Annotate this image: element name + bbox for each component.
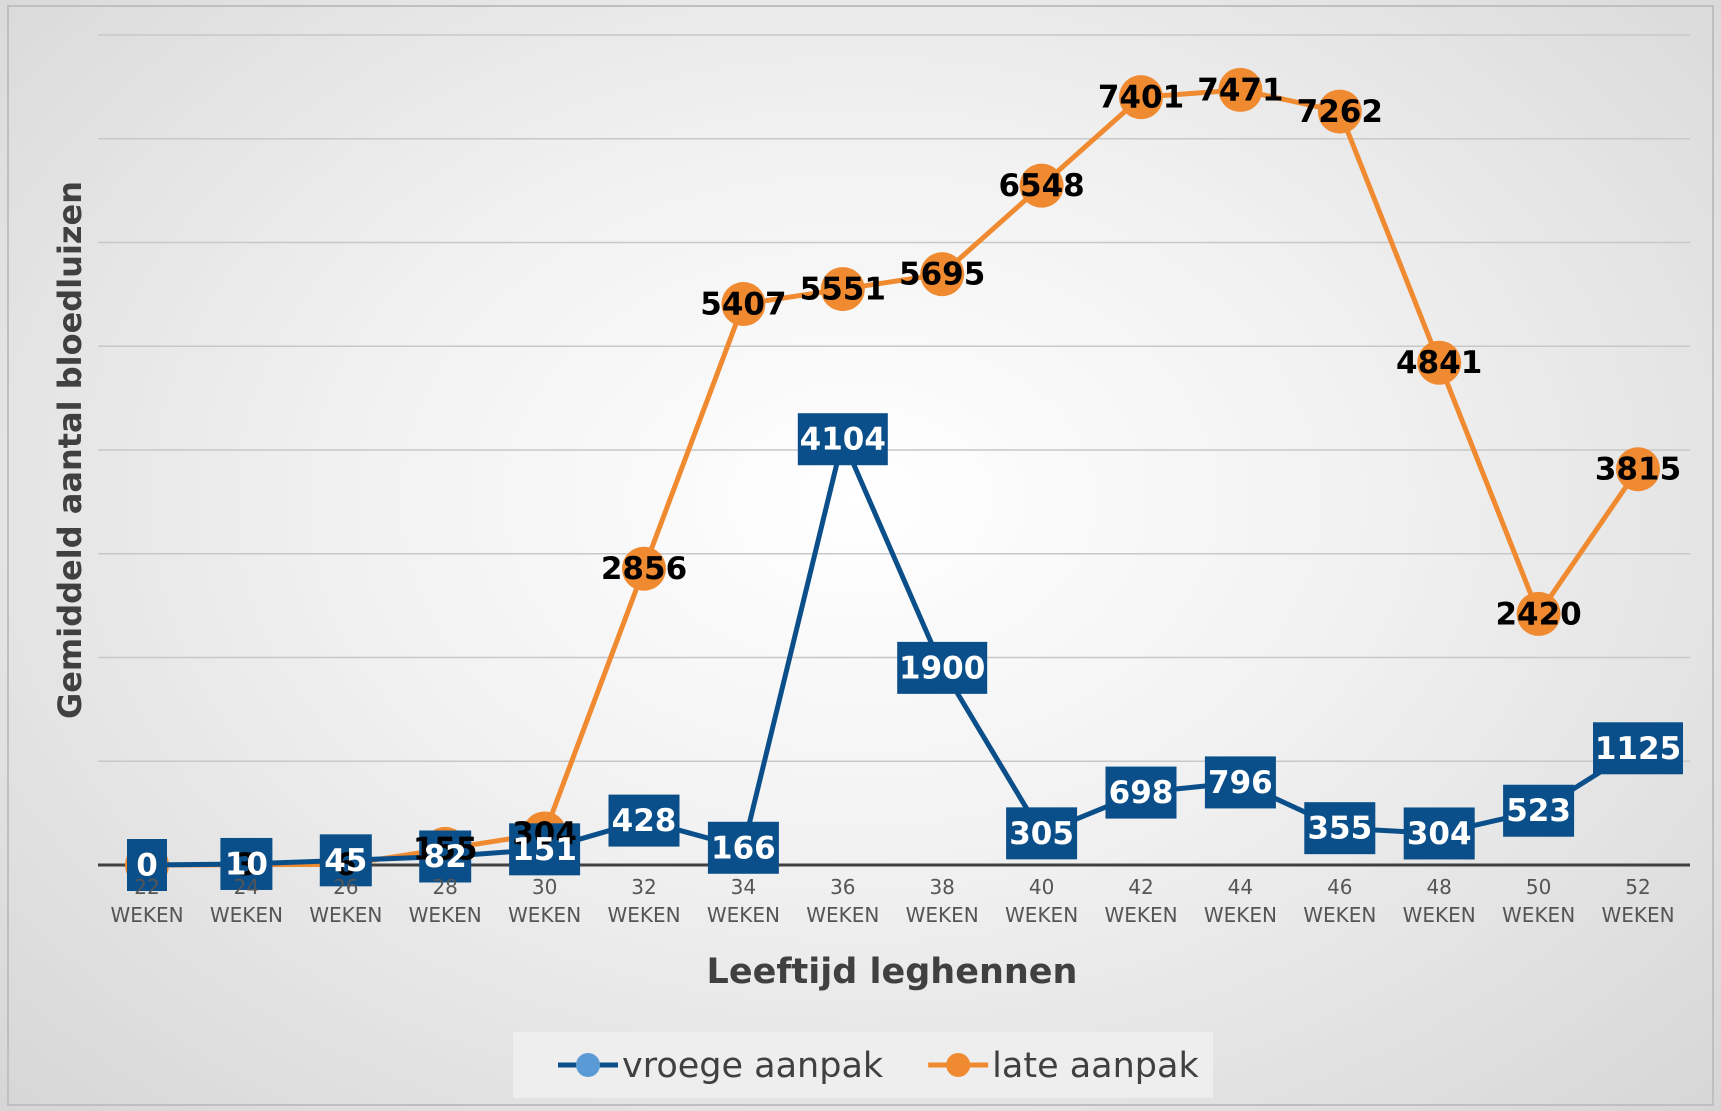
point xyxy=(707,821,779,874)
data-label: 2420 xyxy=(1495,596,1581,632)
data-label: 4104 xyxy=(800,422,886,458)
point xyxy=(509,823,581,876)
point xyxy=(127,839,167,891)
x-tick-label: 24 WEKEN xyxy=(209,875,283,927)
data-label: 304 xyxy=(512,816,577,852)
data-label: 355 xyxy=(1307,811,1372,847)
point xyxy=(1218,67,1263,112)
point xyxy=(797,413,888,466)
data-label: 5407 xyxy=(700,287,786,323)
x-tick-label: 36 WEKEN xyxy=(806,875,880,927)
data-label: 7262 xyxy=(1297,94,1383,130)
data-label: 796 xyxy=(1208,765,1273,801)
x-tick-label: 50 WEKEN xyxy=(1502,875,1576,927)
data-label: 428 xyxy=(612,803,677,839)
x-tick-label: 26 WEKEN xyxy=(309,875,383,927)
data-label: 2856 xyxy=(601,551,687,587)
x-tick-label: 52 WEKEN xyxy=(1601,875,1675,927)
x-tick-label: 34 WEKEN xyxy=(706,875,780,927)
point xyxy=(1006,807,1078,860)
frame xyxy=(7,5,1714,1106)
legend-label: late aanpak xyxy=(992,1046,1199,1086)
point xyxy=(1105,766,1177,819)
point xyxy=(1516,591,1561,636)
point xyxy=(897,641,988,694)
point xyxy=(1317,89,1362,134)
data-label: 6548 xyxy=(998,168,1084,204)
point xyxy=(622,546,666,591)
point xyxy=(1119,75,1163,120)
data-label: 1900 xyxy=(899,650,985,686)
x-tick-label: 40 WEKEN xyxy=(1005,875,1079,927)
data-label: 155 xyxy=(413,831,478,867)
data-label: 5551 xyxy=(800,272,886,308)
data-label: 45 xyxy=(324,843,367,879)
data-label: 10 xyxy=(225,846,268,882)
data-label: 0 xyxy=(136,848,158,884)
data-label: 3 xyxy=(236,847,258,883)
point xyxy=(1204,756,1276,809)
data-label: 151 xyxy=(512,832,577,868)
x-tick-label: 28 WEKEN xyxy=(408,875,482,927)
data-label: 698 xyxy=(1109,775,1174,811)
x-tick-label: 38 WEKEN xyxy=(905,875,979,927)
point xyxy=(419,830,472,883)
legend-label: vroege aanpak xyxy=(622,1046,884,1086)
point xyxy=(721,282,766,327)
point xyxy=(1019,163,1064,208)
point xyxy=(319,834,372,887)
x-tick-label: 42 WEKEN xyxy=(1104,875,1178,927)
data-label: 0 xyxy=(136,848,158,884)
data-label: 6 xyxy=(335,847,357,883)
point xyxy=(920,252,965,297)
series-line xyxy=(146,87,1641,868)
point xyxy=(1616,447,1660,492)
x-tick-label: 32 WEKEN xyxy=(607,875,681,927)
x-axis-label: Leeftijd leghennen xyxy=(707,952,1078,992)
point xyxy=(1503,784,1575,837)
point xyxy=(1304,802,1376,855)
data-label: 1125 xyxy=(1595,731,1681,767)
point xyxy=(1593,722,1683,775)
data-label: 523 xyxy=(1506,793,1571,829)
point xyxy=(1403,807,1475,860)
data-label: 7401 xyxy=(1098,80,1184,116)
point xyxy=(1417,340,1462,385)
data-label: 305 xyxy=(1009,816,1074,852)
legend-marker xyxy=(946,1053,971,1077)
point xyxy=(220,837,273,890)
point xyxy=(820,267,865,312)
point xyxy=(608,794,680,847)
data-label: 166 xyxy=(711,830,776,866)
data-label: 4841 xyxy=(1396,345,1482,381)
x-tick-label: 30 WEKEN xyxy=(508,875,582,927)
data-label: 304 xyxy=(1407,816,1472,852)
x-tick-label: 44 WEKEN xyxy=(1203,875,1277,927)
data-label: 3815 xyxy=(1595,452,1681,488)
data-label: 7471 xyxy=(1197,72,1283,108)
legend-marker xyxy=(576,1053,600,1077)
data-label: 5695 xyxy=(899,257,985,293)
legend-box xyxy=(513,1032,1213,1098)
x-tick-label: 22 WEKEN xyxy=(110,875,184,927)
x-tick-label: 46 WEKEN xyxy=(1303,875,1377,927)
y-axis-label: Gemiddeld aantal bloedluizen xyxy=(51,181,89,719)
x-tick-label: 48 WEKEN xyxy=(1402,875,1476,927)
data-label: 82 xyxy=(424,839,467,875)
series-line xyxy=(146,436,1640,868)
